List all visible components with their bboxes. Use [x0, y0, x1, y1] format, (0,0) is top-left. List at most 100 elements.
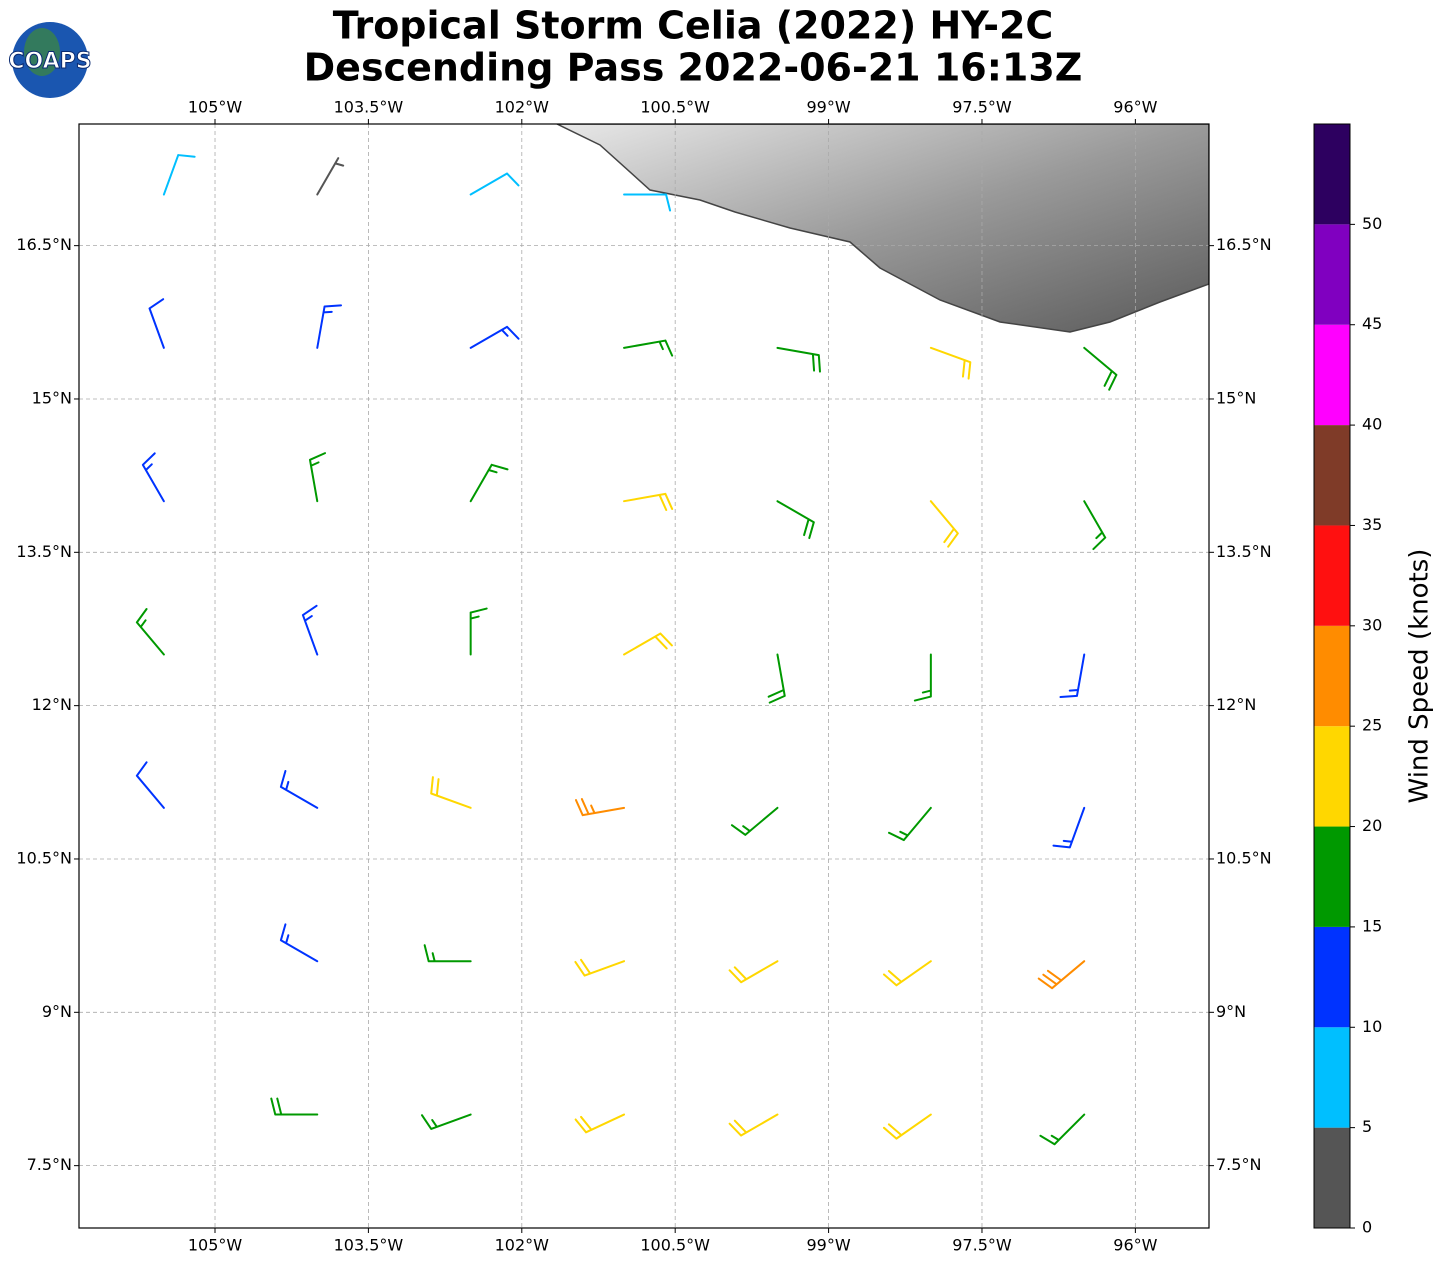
- colorbar-segment: [1314, 425, 1350, 526]
- wind-barb: [135, 608, 165, 656]
- x-tick-label: 100.5°W: [640, 1236, 710, 1255]
- y-tick-label: 13.5°N: [1216, 542, 1272, 561]
- wind-barb: [1083, 346, 1118, 391]
- colorbar-segment: [1314, 525, 1350, 626]
- colorbar-tick-label: 10: [1362, 1017, 1382, 1036]
- wind-barb: [316, 304, 343, 349]
- wind-barb: [767, 653, 786, 704]
- x-tick-label: 99°W: [806, 98, 850, 117]
- y-tick-label: 7.5°N: [1216, 1155, 1261, 1174]
- y-tick-label: 16.5°N: [16, 235, 72, 254]
- wind-barb: [574, 1113, 626, 1134]
- x-tick-label: 99°W: [806, 1236, 850, 1255]
- y-tick-label: 9°N: [1216, 1002, 1246, 1021]
- wind-barb: [882, 1113, 932, 1140]
- colorbar-segment: [1314, 1027, 1350, 1128]
- wind-barb: [882, 960, 932, 987]
- wind-barb: [913, 653, 932, 702]
- wind-barb: [623, 492, 674, 512]
- y-tick-label: 12°N: [1216, 695, 1256, 714]
- wind-barb: [1059, 653, 1086, 699]
- colorbar-segment: [1314, 324, 1350, 426]
- wind-barb: [141, 452, 165, 503]
- wind-barb: [888, 806, 932, 842]
- colorbar-segment: [1314, 224, 1350, 325]
- wind-barb: [135, 761, 165, 809]
- x-tick-label: 103.5°W: [334, 98, 404, 117]
- colorbar-segment: [1314, 1127, 1350, 1228]
- colorbar-tick-label: 35: [1362, 515, 1382, 534]
- wind-barb: [1052, 806, 1086, 849]
- y-tick-label: 16.5°N: [1216, 235, 1272, 254]
- wind-barb: [929, 500, 959, 548]
- wind-barb: [162, 154, 196, 196]
- wind-barb: [574, 958, 626, 977]
- x-tick-label: 96°W: [1113, 1236, 1157, 1255]
- wind-barb: [929, 346, 972, 380]
- wind-barb: [1083, 500, 1107, 551]
- wind-barb: [420, 1113, 472, 1130]
- colorbar-tick-label: 20: [1362, 816, 1382, 835]
- wind-barb: [469, 172, 520, 196]
- wind-barb: [148, 298, 165, 349]
- colorbar-tick-label: 45: [1362, 314, 1382, 333]
- wind-barb: [623, 339, 674, 357]
- wind-barb: [1037, 960, 1086, 990]
- colorbar-tick-label: 40: [1362, 415, 1382, 434]
- x-tick-label: 102°W: [495, 98, 550, 117]
- colorbar-label: Wind Speed (knots): [1405, 549, 1435, 804]
- chart-title: Descending Pass 2022-06-21 16:13Z: [304, 46, 1083, 90]
- colorbar-segment: [1314, 926, 1350, 1028]
- x-tick-label: 96°W: [1113, 98, 1157, 117]
- x-tick-label: 102°W: [495, 1236, 550, 1255]
- wind-barb: [316, 157, 345, 196]
- wind-barb: [776, 346, 821, 373]
- x-tick-label: 97.5°W: [952, 1236, 1012, 1255]
- x-tick-label: 100.5°W: [640, 98, 710, 117]
- colorbar-tick-label: 5: [1362, 1117, 1372, 1136]
- logo: COAPS: [8, 22, 92, 98]
- map-frame: [78, 123, 1210, 1229]
- wind-barb: [469, 325, 520, 349]
- wind-barb: [469, 463, 509, 503]
- wind-barb: [574, 798, 626, 817]
- wind-barb: [1039, 1113, 1086, 1146]
- x-tick-label: 103.5°W: [334, 1236, 404, 1255]
- y-tick-label: 12°N: [32, 695, 72, 714]
- y-tick-label: 15°N: [1216, 388, 1256, 407]
- y-tick-label: 9°N: [42, 1002, 72, 1021]
- wind-barb: [623, 632, 673, 656]
- wind-barb: [623, 193, 672, 212]
- colorbar-segment: [1314, 625, 1350, 727]
- y-tick-label: 15°N: [32, 388, 72, 407]
- x-tick-label: 97.5°W: [952, 98, 1012, 117]
- wind-barb: [270, 1097, 319, 1116]
- logo-text: COAPS: [8, 49, 91, 74]
- colorbar-segment: [1314, 826, 1350, 927]
- wind-barb: [301, 604, 319, 656]
- colorbar-tick-label: 30: [1362, 615, 1382, 634]
- wind-barb: [728, 1113, 779, 1137]
- wind-barb: [423, 944, 472, 963]
- y-tick-label: 7.5°N: [27, 1155, 72, 1174]
- grid: [79, 124, 1209, 1228]
- colorbar-tick-label: 25: [1362, 716, 1382, 735]
- colorbar-tick-label: 50: [1362, 214, 1382, 233]
- wind-barb: [279, 923, 319, 963]
- y-tick-label: 10.5°N: [1216, 848, 1272, 867]
- wind-barb: [728, 960, 779, 984]
- wind-barb: [308, 452, 327, 503]
- colorbar-tick-label: 0: [1362, 1218, 1372, 1237]
- wind-barb: [279, 770, 319, 809]
- x-tick-label: 105°W: [188, 1236, 243, 1255]
- wind-barb: [469, 607, 488, 656]
- colorbar-segment: [1314, 726, 1350, 827]
- wind-barb: [730, 806, 779, 836]
- map: [79, 124, 1209, 1228]
- x-tick-label: 105°W: [188, 98, 243, 117]
- colorbar-tick-label: 15: [1362, 916, 1382, 935]
- chart-title: Tropical Storm Celia (2022) HY-2C: [333, 4, 1054, 48]
- y-tick-label: 10.5°N: [16, 848, 72, 867]
- wind-barbs: [135, 154, 1118, 1146]
